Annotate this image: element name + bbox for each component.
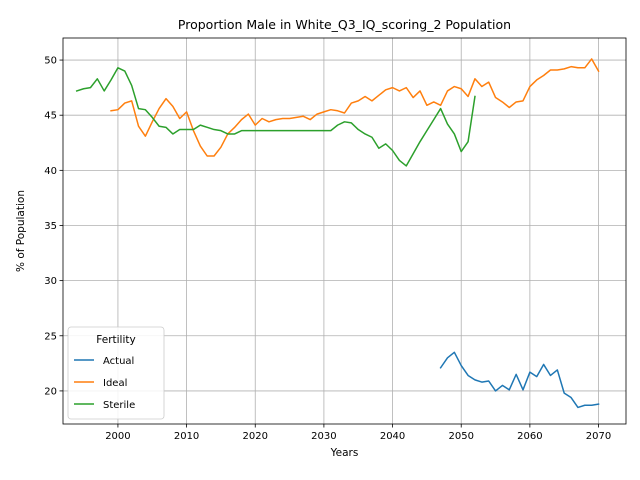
y-tick-label: 50 (44, 56, 57, 67)
y-tick-label: 40 (44, 166, 57, 177)
y-tick-label: 35 (44, 221, 57, 232)
x-tick-label: 2040 (380, 431, 405, 442)
series-line-actual (439, 351, 600, 409)
x-tick-label: 2000 (105, 431, 130, 442)
x-axis-label: Years (330, 447, 359, 459)
y-tick-label: 45 (44, 111, 57, 122)
x-tick-label: 2010 (174, 431, 199, 442)
y-tick-label: 20 (44, 386, 57, 397)
y-tick-label: 25 (44, 331, 57, 342)
y-axis-label: % of Population (15, 190, 27, 272)
series-line-ideal (110, 58, 600, 157)
x-tick-label: 2030 (311, 431, 336, 442)
x-tick-label: 2070 (586, 431, 611, 442)
plot-frame (62, 37, 627, 425)
chart-title: Proportion Male in White_Q3_IQ_scoring_2… (178, 17, 511, 32)
axis-ticks: 2000 2010 2020 2030 2040 2050 2060 2070 20 25 30 35… (44, 56, 611, 442)
legend-label-actual: Actual (103, 356, 134, 367)
legend: Fertility Actual Ideal Sterile (67, 326, 165, 420)
y-tick-label: 30 (44, 276, 57, 287)
legend-label-sterile: Sterile (103, 400, 135, 411)
series-group (75, 58, 600, 409)
x-tick-label: 2020 (243, 431, 268, 442)
legend-label-ideal: Ideal (103, 378, 127, 389)
legend-title: Fertility (96, 334, 135, 346)
x-tick-label: 2060 (517, 431, 542, 442)
legend-box (67, 326, 165, 420)
x-tick-label: 2050 (448, 431, 473, 442)
series-line-sterile (75, 67, 476, 167)
